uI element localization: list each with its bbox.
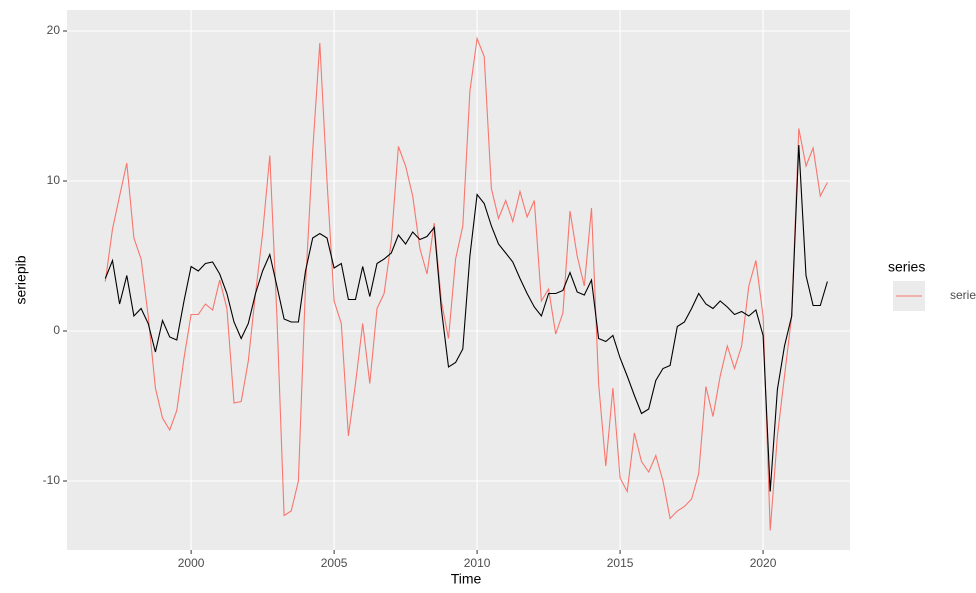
x-axis-title: Time [451,571,482,587]
series-line [104,36,828,531]
x-tick-label: 2010 [464,556,491,570]
x-tick-label: 2000 [178,556,205,570]
legend-title: series [888,259,925,275]
legend-label: seriecom [950,288,976,302]
y-tick-label: 20 [47,23,61,37]
y-tick-label: 0 [53,323,60,337]
x-tick-label: 2020 [750,556,777,570]
y-tick-label: 10 [47,173,61,187]
x-tick-label: 2005 [321,556,348,570]
panel [67,10,850,550]
series-line [104,144,828,492]
y-axis-title: seriepib [13,255,29,304]
y-tick-label: -10 [43,473,61,487]
x-tick-label: 2015 [607,556,634,570]
